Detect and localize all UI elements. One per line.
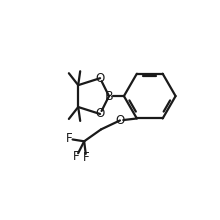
Text: F: F	[73, 150, 80, 163]
Text: O: O	[95, 108, 105, 121]
Text: O: O	[95, 72, 105, 85]
Text: F: F	[83, 151, 90, 164]
Text: F: F	[66, 132, 73, 145]
Text: B: B	[105, 90, 113, 103]
Text: O: O	[115, 114, 125, 127]
